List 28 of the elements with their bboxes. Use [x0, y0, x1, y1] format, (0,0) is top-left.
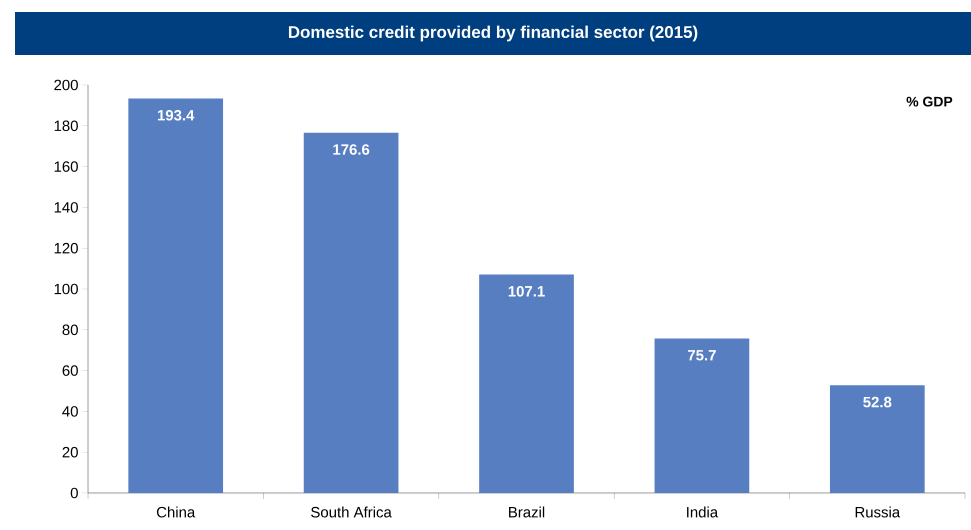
data-label: 193.4	[158, 110, 194, 121]
x-tick-label: China	[156, 506, 196, 518]
x-tick-label: South Africa	[311, 506, 392, 518]
bar	[830, 385, 925, 493]
bar	[304, 132, 398, 493]
y-tick-label: 180	[54, 120, 78, 132]
bar	[128, 98, 224, 493]
chart-title: Domestic credit provided by financial sector (2015)	[288, 26, 698, 42]
y-tick-label: 200	[54, 80, 78, 90]
y-tick-label: 140	[54, 202, 78, 213]
y-tick-label: 80	[62, 324, 78, 336]
y-tick-label: 160	[54, 161, 78, 172]
x-tick-label: India	[687, 506, 718, 518]
bar	[479, 274, 574, 493]
y-tick-label: 0	[70, 488, 78, 498]
bar	[654, 338, 750, 493]
y-axis-title: % GDP	[906, 96, 952, 107]
data-label: 75.7	[688, 350, 716, 360]
data-label: 176.6	[333, 144, 370, 155]
y-tick-label: 120	[54, 242, 78, 254]
y-tick-label: 60	[62, 365, 78, 376]
data-label: 107.1	[508, 286, 545, 297]
y-tick-label: 20	[62, 446, 78, 458]
x-tick-label: Russia	[856, 506, 900, 518]
y-tick-label: 40	[62, 406, 78, 417]
y-tick-label: 100	[54, 284, 78, 294]
x-tick-label: Brazil	[509, 506, 544, 518]
data-label: 52.8	[863, 396, 892, 408]
